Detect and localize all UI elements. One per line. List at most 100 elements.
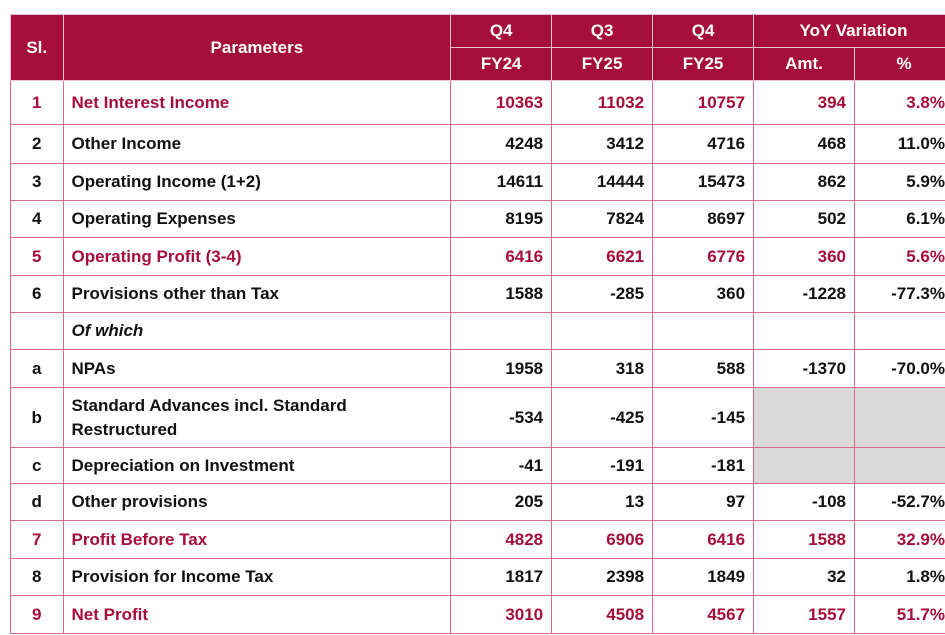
header-col2-bottom: FY25 xyxy=(551,47,654,81)
row-parameter: Provisions other than Tax xyxy=(62,275,452,313)
row-sl: 2 xyxy=(10,124,64,164)
row-yoy-amt: 502 xyxy=(753,200,855,238)
row-q3fy25: 4508 xyxy=(551,595,654,634)
row-sl: 6 xyxy=(10,275,64,313)
row-sl: 3 xyxy=(10,163,64,201)
table-row: 5 Operating Profit (3-4) 6416 6621 6776 … xyxy=(10,237,945,276)
row-q4fy24: 8195 xyxy=(450,200,553,238)
row-q4fy24: 1588 xyxy=(450,275,553,313)
row-yoy-amt xyxy=(753,447,855,484)
row-sl: 4 xyxy=(10,200,64,238)
row-q4fy25: -181 xyxy=(652,447,755,484)
row-sl: 5 xyxy=(10,237,64,276)
row-q3fy25: -191 xyxy=(551,447,654,484)
row-sl: a xyxy=(10,349,64,388)
row-yoy-amt: -1228 xyxy=(753,275,855,313)
header-col2-top: Q3 xyxy=(551,14,654,48)
row-yoy-pct: 5.9% xyxy=(854,163,945,201)
header-col3-top: Q4 xyxy=(652,14,755,48)
row-yoy-amt xyxy=(753,312,855,350)
row-parameter: Provision for Income Tax xyxy=(62,558,452,596)
row-q4fy24: 4828 xyxy=(450,520,553,559)
table-row: 7 Profit Before Tax 4828 6906 6416 1588 … xyxy=(10,520,945,559)
header-sl: Sl. xyxy=(10,14,64,81)
table-row: 1 Net Interest Income 10363 11032 10757 … xyxy=(10,80,945,125)
row-yoy-amt: 862 xyxy=(753,163,855,201)
row-q4fy24: 14611 xyxy=(450,163,553,201)
row-q4fy24: -534 xyxy=(450,387,553,448)
row-yoy-pct: 1.8% xyxy=(854,558,945,596)
row-sl: 1 xyxy=(10,80,64,125)
row-q3fy25 xyxy=(551,312,654,350)
header-col3-bottom: FY25 xyxy=(652,47,755,81)
row-q4fy25: 4567 xyxy=(652,595,755,634)
row-yoy-pct: 3.8% xyxy=(854,80,945,125)
row-yoy-amt: -1370 xyxy=(753,349,855,388)
table-row: b Standard Advances incl. Standard Restr… xyxy=(10,387,945,448)
row-yoy-pct xyxy=(854,312,945,350)
row-q3fy25: 6906 xyxy=(551,520,654,559)
row-q4fy25: 4716 xyxy=(652,124,755,164)
row-q4fy25: 588 xyxy=(652,349,755,388)
row-q4fy24: 6416 xyxy=(450,237,553,276)
table-row: d Other provisions 205 13 97 -108 -52.7% xyxy=(10,483,945,521)
row-parameter: Standard Advances incl. Standard Restruc… xyxy=(62,387,452,448)
row-q4fy25: 10757 xyxy=(652,80,755,125)
row-parameter: Operating Expenses xyxy=(62,200,452,238)
row-yoy-amt xyxy=(753,387,855,448)
row-yoy-pct: 11.0% xyxy=(854,124,945,164)
table-row: c Depreciation on Investment -41 -191 -1… xyxy=(10,447,945,484)
row-q4fy24: -41 xyxy=(450,447,553,484)
row-sl xyxy=(10,312,64,350)
row-parameter: Operating Income (1+2) xyxy=(62,163,452,201)
row-q4fy24: 1817 xyxy=(450,558,553,596)
row-q3fy25: 318 xyxy=(551,349,654,388)
row-yoy-pct xyxy=(854,447,945,484)
row-sl: d xyxy=(10,483,64,521)
row-q4fy25: 97 xyxy=(652,483,755,521)
row-yoy-pct xyxy=(854,387,945,448)
row-sl: c xyxy=(10,447,64,484)
header-amt: Amt. xyxy=(753,47,855,81)
row-q4fy24: 1958 xyxy=(450,349,553,388)
table-row: 9 Net Profit 3010 4508 4567 1557 51.7% xyxy=(10,595,945,634)
row-q3fy25: 13 xyxy=(551,483,654,521)
row-yoy-amt: 394 xyxy=(753,80,855,125)
row-yoy-amt: 360 xyxy=(753,237,855,276)
row-yoy-amt: -108 xyxy=(753,483,855,521)
row-q3fy25: 11032 xyxy=(551,80,654,125)
header-col1-bottom: FY24 xyxy=(450,47,553,81)
table-row: 3 Operating Income (1+2) 14611 14444 154… xyxy=(10,163,945,201)
row-sl: b xyxy=(10,387,64,448)
row-yoy-amt: 468 xyxy=(753,124,855,164)
row-q4fy24: 205 xyxy=(450,483,553,521)
row-q3fy25: -425 xyxy=(551,387,654,448)
row-yoy-pct: -70.0% xyxy=(854,349,945,388)
row-parameter: Net Profit xyxy=(62,595,452,634)
row-yoy-pct: -52.7% xyxy=(854,483,945,521)
row-q4fy25: 1849 xyxy=(652,558,755,596)
row-yoy-amt: 1557 xyxy=(753,595,855,634)
row-yoy-amt: 32 xyxy=(753,558,855,596)
row-q4fy25: -145 xyxy=(652,387,755,448)
row-q4fy25 xyxy=(652,312,755,350)
row-yoy-pct: -77.3% xyxy=(854,275,945,313)
table-row: a NPAs 1958 318 588 -1370 -70.0% xyxy=(10,349,945,388)
row-q3fy25: 2398 xyxy=(551,558,654,596)
table-row: 6 Provisions other than Tax 1588 -285 36… xyxy=(10,275,945,313)
row-q4fy24: 3010 xyxy=(450,595,553,634)
row-sl: 7 xyxy=(10,520,64,559)
row-q3fy25: 7824 xyxy=(551,200,654,238)
table-row: 2 Other Income 4248 3412 4716 468 11.0% xyxy=(10,124,945,164)
row-q4fy24: 10363 xyxy=(450,80,553,125)
row-parameter: Other Income xyxy=(62,124,452,164)
table-row: 4 Operating Expenses 8195 7824 8697 502 … xyxy=(10,200,945,238)
row-q3fy25: 3412 xyxy=(551,124,654,164)
row-q4fy25: 360 xyxy=(652,275,755,313)
row-parameter: Of which xyxy=(62,312,452,350)
row-q4fy25: 6776 xyxy=(652,237,755,276)
header-yoy-variation: YoY Variation xyxy=(753,14,945,48)
header-pct: % xyxy=(854,47,945,81)
row-yoy-pct: 32.9% xyxy=(854,520,945,559)
row-q3fy25: 6621 xyxy=(551,237,654,276)
